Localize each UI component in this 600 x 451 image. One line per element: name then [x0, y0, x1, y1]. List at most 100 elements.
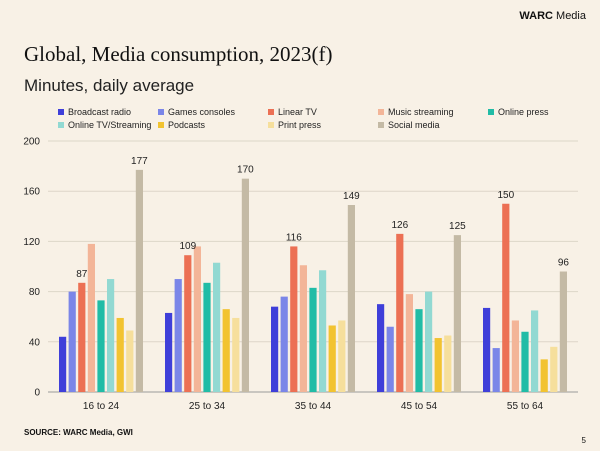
legend-swatch [378, 109, 384, 115]
bar [559, 271, 567, 392]
legend-label: Social media [388, 120, 440, 130]
y-tick-label: 200 [23, 137, 40, 148]
bar [290, 246, 298, 392]
bar [165, 312, 173, 392]
x-tick-label: 16 to 24 [83, 401, 120, 412]
x-tick-label: 55 to 64 [507, 401, 544, 412]
bar [184, 255, 192, 392]
data-label: 126 [391, 220, 408, 231]
legend-swatch [488, 109, 494, 115]
legend-item: Social media [378, 120, 488, 130]
bar [396, 233, 404, 392]
data-label: 87 [76, 269, 88, 280]
legend-item: Online TV/Streaming [58, 120, 158, 130]
legend-item: Games consoles [158, 107, 268, 117]
bar [540, 359, 548, 392]
bar [511, 320, 519, 392]
bar [319, 270, 327, 392]
bar [328, 325, 336, 392]
legend-swatch [58, 122, 64, 128]
legend-swatch [268, 122, 274, 128]
bar [222, 309, 230, 392]
bar [425, 291, 433, 392]
legend-item: Online press [488, 107, 588, 117]
chart-title: Global, Media consumption, 2023(f) [24, 42, 333, 66]
legend-label: Music streaming [388, 107, 454, 117]
source-note: SOURCE: WARC Media, GWI [24, 428, 133, 437]
bar [415, 309, 423, 392]
data-label: 149 [343, 191, 360, 202]
legend-item: Print press [268, 120, 378, 130]
legend-label: Games consoles [168, 107, 236, 117]
bar [347, 205, 355, 392]
y-tick-label: 160 [23, 187, 40, 198]
legend-label: Broadcast radio [68, 107, 132, 117]
data-label: 116 [286, 232, 302, 243]
legend-label: Print press [278, 120, 322, 130]
legend-item: Linear TV [268, 107, 378, 117]
bar [338, 320, 346, 392]
bar [203, 282, 211, 392]
legend-swatch [378, 122, 384, 128]
y-tick-label: 40 [29, 337, 41, 348]
bar [550, 346, 558, 392]
bar [299, 265, 307, 392]
legend-swatch [268, 109, 274, 115]
bar [377, 304, 385, 392]
legend-swatch [158, 122, 164, 128]
data-label: 96 [558, 258, 570, 269]
bar [97, 300, 105, 392]
bar [492, 348, 500, 392]
bar [271, 306, 279, 392]
x-tick-label: 45 to 54 [401, 401, 438, 412]
bar [502, 203, 510, 392]
bar [68, 291, 76, 392]
bar [232, 317, 240, 392]
x-tick-label: 35 to 44 [295, 401, 332, 412]
bar [434, 338, 442, 392]
page-number: 5 [581, 436, 586, 445]
bar [309, 287, 317, 392]
legend-swatch [58, 109, 64, 115]
brand-logo: WARC Media [519, 10, 586, 22]
data-label: 170 [237, 165, 254, 176]
bar [453, 235, 461, 392]
data-label: 125 [449, 221, 466, 232]
bar [213, 262, 221, 392]
bar [280, 296, 288, 392]
data-label: 109 [179, 241, 196, 252]
legend-label: Online TV/Streaming [68, 120, 152, 130]
legend-label: Linear TV [278, 107, 317, 117]
bar [193, 246, 201, 392]
bar [107, 279, 115, 392]
data-label: 150 [497, 190, 514, 201]
y-tick-label: 80 [29, 287, 41, 298]
bar [386, 326, 394, 392]
bar [483, 307, 491, 392]
legend-item: Broadcast radio [58, 107, 158, 117]
bar [78, 282, 86, 392]
legend-label: Online press [498, 107, 549, 117]
bar [59, 336, 67, 392]
legend-swatch [158, 109, 164, 115]
bar [241, 178, 249, 392]
bar-chart: 0 40 80 120 160 200 16 to 24 25 to 34 35 to 44 45… [23, 137, 578, 412]
bar [126, 330, 134, 392]
bar [174, 279, 182, 392]
bar [405, 294, 413, 392]
bar [135, 169, 143, 392]
data-label: 177 [131, 156, 148, 167]
y-tick-label: 0 [34, 388, 40, 399]
bar [87, 243, 95, 392]
legend-item: Music streaming [378, 107, 488, 117]
x-tick-label: 25 to 34 [189, 401, 226, 412]
chart-subtitle: Minutes, daily average [24, 76, 195, 95]
bar [521, 331, 529, 392]
bar [444, 335, 452, 392]
y-tick-label: 120 [23, 237, 40, 248]
bar [116, 317, 124, 392]
legend-label: Podcasts [168, 120, 206, 130]
chart-legend: Broadcast radio Games consoles Linear TV Mu… [58, 107, 578, 130]
bar [531, 310, 539, 392]
legend-item: Podcasts [158, 120, 268, 130]
